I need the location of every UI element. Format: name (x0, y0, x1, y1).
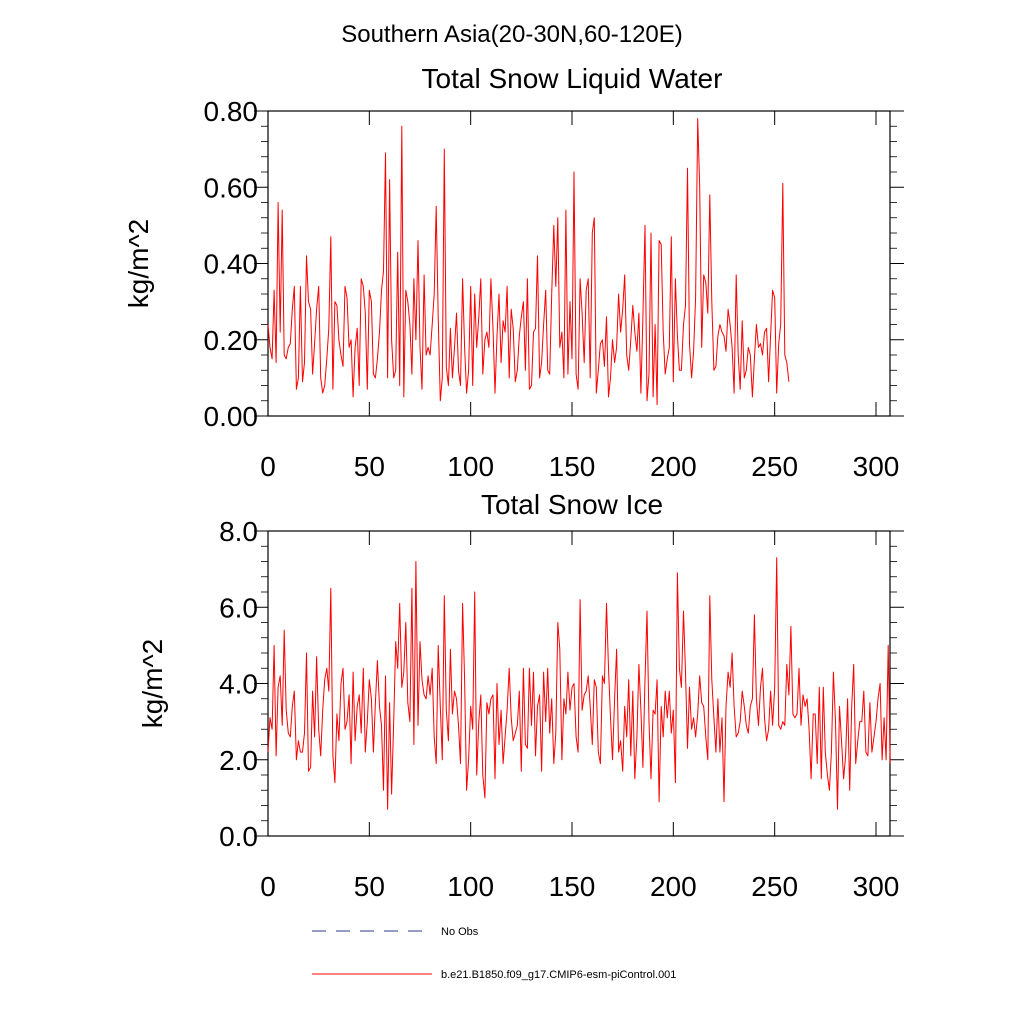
y-axis-label-liquid-water: kg/m^2 (123, 219, 154, 308)
x-tick-label: 0 (260, 871, 276, 902)
y-tick-label: 2.0 (219, 745, 258, 776)
y-tick-label: 6.0 (219, 592, 258, 623)
series-line-snow-ice (267, 557, 891, 810)
y-tick-label: 4.0 (219, 669, 258, 700)
y-tick-label: 0.20 (204, 325, 259, 356)
snow-liquid-water-panel: Total Snow Liquid Water kg/m^2 0 50 100 150 20… (123, 63, 904, 482)
x-tick-label: 100 (447, 871, 494, 902)
y-tick-label: 0.00 (204, 401, 259, 432)
legend-entry-no-obs: No Obs (312, 926, 479, 938)
series-line-liquid-water (267, 118, 790, 406)
y-tick-label: 0.40 (204, 249, 259, 280)
legend-label-model-run: b.e21.B1850.f09_g17.CMIP6-esm-piControl.… (441, 969, 676, 981)
chart-title-liquid-water: Total Snow Liquid Water (422, 63, 723, 94)
y-tick-label: 0.60 (204, 172, 259, 203)
y-axis-label-snow-ice: kg/m^2 (137, 639, 168, 728)
x-tick-label: 150 (549, 451, 596, 482)
x-tick-label: 300 (853, 871, 900, 902)
x-tick-label: 250 (751, 871, 798, 902)
chart-title-snow-ice: Total Snow Ice (481, 489, 663, 520)
legend-label-no-obs: No Obs (441, 926, 479, 938)
x-tick-label: 200 (650, 451, 697, 482)
x-tick-label: 50 (354, 871, 385, 902)
x-tick-label: 300 (853, 451, 900, 482)
x-tick-label: 200 (650, 871, 697, 902)
legend: No Obs b.e21.B1850.f09_g17.CMIP6-esm-piC… (312, 926, 676, 981)
y-tick-label: 8.0 (219, 516, 258, 547)
x-tick-label: 0 (260, 451, 276, 482)
legend-entry-model-run: b.e21.B1850.f09_g17.CMIP6-esm-piControl.… (312, 969, 676, 981)
y-tick-label: 0.0 (219, 821, 258, 852)
snow-ice-panel: Total Snow Ice kg/m^2 0 50 100 150 200 250 300 0.… (137, 489, 904, 902)
x-tick-label: 100 (447, 451, 494, 482)
figure-supertitle: Southern Asia(20-30N,60-120E) (341, 21, 683, 48)
x-tick-label: 150 (549, 871, 596, 902)
x-tick-label: 250 (751, 451, 798, 482)
x-tick-label: 50 (354, 451, 385, 482)
plot-frame-liquid-water (267, 110, 891, 417)
y-tick-label: 0.80 (204, 96, 259, 127)
